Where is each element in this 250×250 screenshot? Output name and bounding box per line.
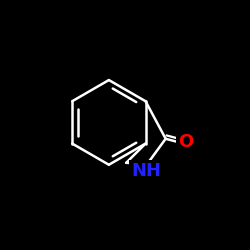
Text: O: O (178, 133, 194, 151)
Text: NH: NH (132, 162, 162, 180)
